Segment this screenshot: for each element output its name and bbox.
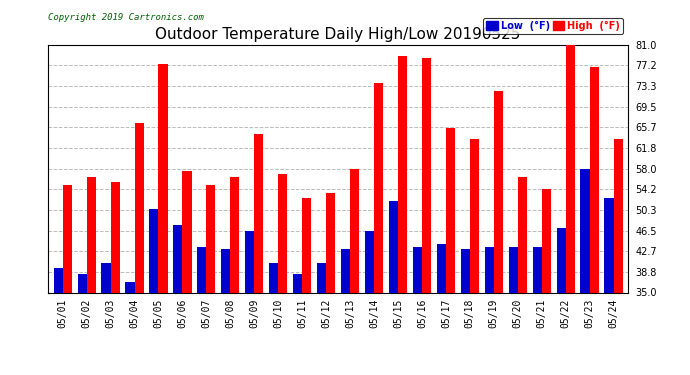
Bar: [126, 282, 135, 292]
Bar: [101, 263, 110, 292]
Bar: [470, 139, 479, 292]
Bar: [341, 249, 350, 292]
Bar: [206, 185, 215, 292]
Bar: [494, 91, 503, 292]
Bar: [422, 58, 431, 292]
Bar: [110, 182, 119, 292]
Bar: [278, 174, 287, 292]
Bar: [87, 177, 96, 292]
Bar: [604, 198, 613, 292]
Bar: [182, 171, 192, 292]
Bar: [542, 189, 551, 292]
Bar: [509, 247, 518, 292]
Bar: [613, 139, 622, 292]
Bar: [293, 274, 302, 292]
Bar: [221, 249, 230, 292]
Bar: [566, 45, 575, 292]
Bar: [589, 66, 599, 292]
Bar: [173, 225, 182, 292]
Bar: [63, 185, 72, 292]
Bar: [374, 82, 383, 292]
Bar: [317, 263, 326, 292]
Text: Copyright 2019 Cartronics.com: Copyright 2019 Cartronics.com: [48, 13, 204, 22]
Bar: [77, 274, 87, 292]
Bar: [557, 228, 566, 292]
Legend: Low  (°F), High  (°F): Low (°F), High (°F): [483, 18, 623, 34]
Bar: [484, 247, 494, 292]
Bar: [159, 64, 168, 292]
Bar: [461, 249, 470, 292]
Bar: [446, 128, 455, 292]
Bar: [269, 263, 278, 292]
Bar: [413, 247, 422, 292]
Bar: [437, 244, 446, 292]
Title: Outdoor Temperature Daily High/Low 20190525: Outdoor Temperature Daily High/Low 20190…: [155, 27, 521, 42]
Bar: [149, 209, 159, 292]
Bar: [365, 231, 374, 292]
Bar: [389, 201, 398, 292]
Bar: [197, 247, 206, 292]
Bar: [245, 231, 255, 292]
Bar: [326, 193, 335, 292]
Bar: [580, 169, 589, 292]
Bar: [518, 177, 527, 292]
Bar: [302, 198, 311, 292]
Bar: [135, 123, 144, 292]
Bar: [230, 177, 239, 292]
Bar: [398, 56, 407, 292]
Bar: [255, 134, 264, 292]
Bar: [533, 247, 542, 292]
Bar: [54, 268, 63, 292]
Bar: [350, 169, 359, 292]
